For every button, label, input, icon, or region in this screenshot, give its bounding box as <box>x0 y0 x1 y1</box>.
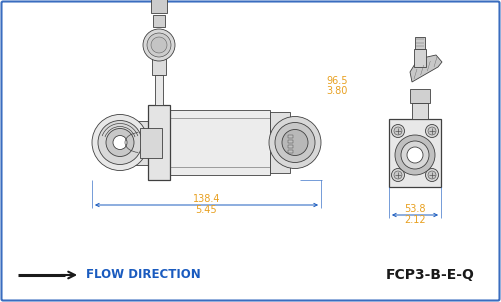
Circle shape <box>275 123 315 162</box>
Circle shape <box>143 29 175 61</box>
Circle shape <box>428 171 436 179</box>
Circle shape <box>425 169 438 182</box>
Polygon shape <box>410 55 442 82</box>
Bar <box>152 50 166 75</box>
Circle shape <box>269 117 321 169</box>
Bar <box>288 149 293 153</box>
Circle shape <box>391 169 404 182</box>
Text: 138.4: 138.4 <box>193 194 220 204</box>
Bar <box>288 140 293 143</box>
Bar <box>155 110 270 175</box>
Circle shape <box>428 127 436 135</box>
Bar <box>414 49 426 67</box>
Bar <box>410 89 430 103</box>
Bar <box>389 119 441 187</box>
Circle shape <box>394 171 402 179</box>
Text: 3.80: 3.80 <box>326 85 347 95</box>
Circle shape <box>407 147 423 163</box>
Circle shape <box>106 128 134 156</box>
Text: 5.45: 5.45 <box>196 205 217 215</box>
Circle shape <box>113 136 127 149</box>
Circle shape <box>401 141 429 169</box>
Circle shape <box>391 124 404 137</box>
Bar <box>288 144 293 147</box>
Bar <box>288 134 293 137</box>
Text: FCP3-B-E-Q: FCP3-B-E-Q <box>386 268 474 282</box>
Bar <box>153 15 165 27</box>
Bar <box>155 75 163 105</box>
Circle shape <box>394 127 402 135</box>
Bar <box>151 0 167 13</box>
Bar <box>140 127 162 158</box>
Circle shape <box>92 114 148 171</box>
FancyBboxPatch shape <box>2 2 499 300</box>
Bar <box>412 103 428 119</box>
Text: 2.12: 2.12 <box>404 215 426 225</box>
Circle shape <box>425 124 438 137</box>
Circle shape <box>395 135 435 175</box>
Bar <box>148 105 170 180</box>
Text: FLOW DIRECTION: FLOW DIRECTION <box>86 268 201 281</box>
Text: 53.8: 53.8 <box>404 204 426 214</box>
Circle shape <box>147 33 171 57</box>
Bar <box>270 112 290 173</box>
Bar <box>115 120 160 165</box>
Circle shape <box>98 120 142 165</box>
Bar <box>415 37 425 49</box>
Circle shape <box>282 130 308 156</box>
Circle shape <box>151 37 167 53</box>
Text: 96.5: 96.5 <box>326 76 348 86</box>
